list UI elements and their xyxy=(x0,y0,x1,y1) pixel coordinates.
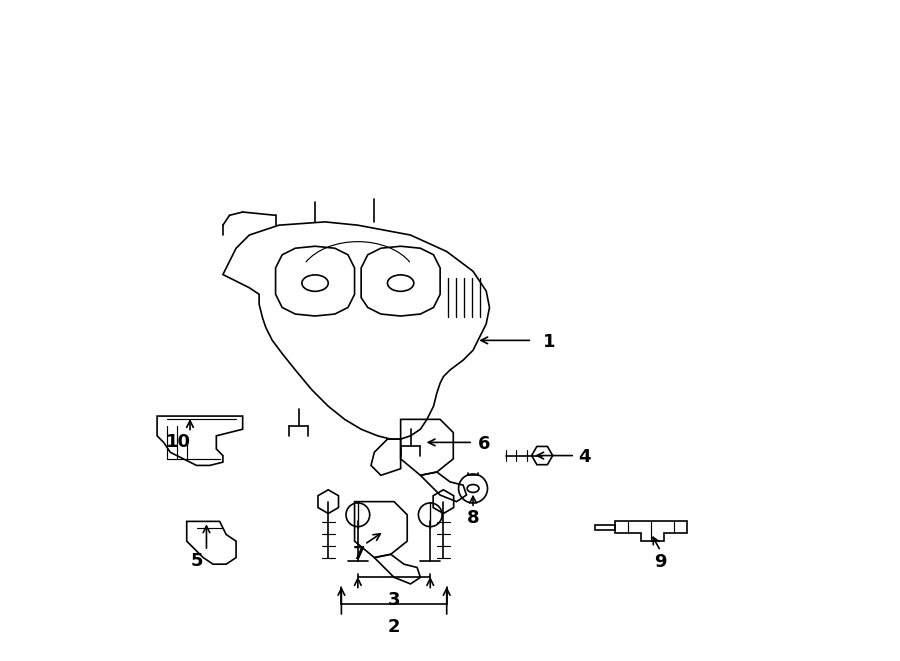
Text: 5: 5 xyxy=(190,552,203,570)
Text: 7: 7 xyxy=(353,545,365,563)
Text: 6: 6 xyxy=(478,435,491,453)
Text: 9: 9 xyxy=(654,553,667,571)
Text: 8: 8 xyxy=(467,509,480,527)
Text: 4: 4 xyxy=(579,448,591,466)
Text: 10: 10 xyxy=(166,434,192,451)
Text: 1: 1 xyxy=(543,333,555,352)
Text: 2: 2 xyxy=(388,617,400,636)
Text: 3: 3 xyxy=(388,592,400,609)
